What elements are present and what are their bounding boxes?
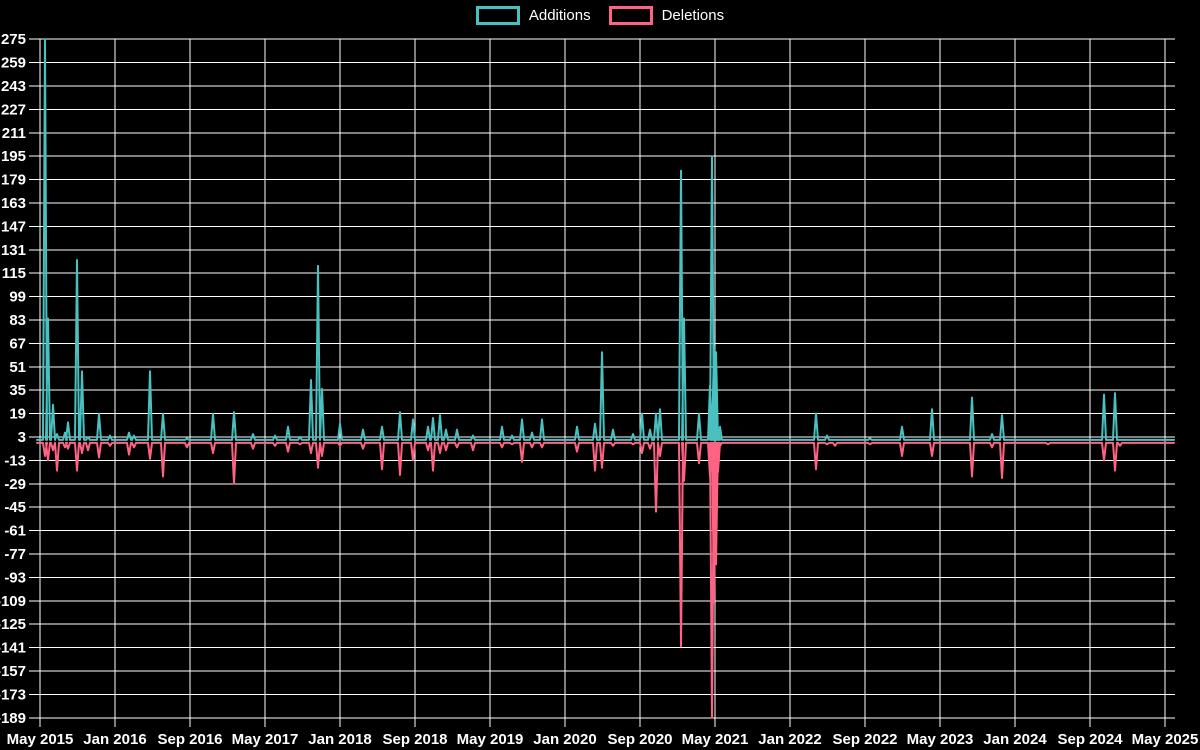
- y-tick-label: -141: [0, 640, 26, 657]
- y-tick-label: 195: [1, 148, 26, 165]
- x-tick-label: Sep 2022: [832, 731, 897, 748]
- x-tick-label: May 2017: [232, 731, 299, 748]
- x-tick-label: Jan 2016: [83, 731, 146, 748]
- y-tick-label: 211: [2, 125, 26, 142]
- legend-item-deletions[interactable]: Deletions: [608, 6, 725, 25]
- chart-legend: Additions Deletions: [0, 6, 1200, 25]
- y-tick-label: -157: [0, 663, 26, 680]
- x-tick-label: Jan 2020: [533, 731, 596, 748]
- x-tick-label: Jan 2024: [983, 731, 1047, 748]
- x-tick-label: May 2023: [907, 731, 974, 748]
- legend-label-deletions: Deletions: [661, 7, 725, 24]
- x-tick-label: Sep 2024: [1057, 731, 1123, 748]
- y-tick-label: 275: [1, 31, 26, 48]
- deletions-swatch-icon: [608, 6, 653, 25]
- x-tick-label: May 2019: [457, 731, 524, 748]
- y-tick-label: 163: [1, 195, 26, 212]
- y-tick-label: 3: [18, 429, 26, 446]
- y-tick-label: 259: [1, 55, 26, 72]
- y-tick-label: -61: [4, 523, 26, 540]
- y-tick-label: -77: [4, 546, 26, 563]
- y-tick-label: 227: [1, 101, 26, 118]
- y-tick-label: 83: [9, 312, 26, 329]
- y-tick-label: 67: [9, 335, 26, 352]
- y-tick-label: 179: [1, 172, 26, 189]
- deletions-line: [36, 441, 1175, 719]
- x-tick-label: May 2015: [7, 731, 74, 748]
- x-tick-label: May 2021: [682, 731, 749, 748]
- x-tick-label: Jan 2022: [758, 731, 821, 748]
- y-tick-label: 99: [9, 289, 26, 306]
- x-tick-label: Sep 2020: [607, 731, 672, 748]
- y-tick-label: 35: [9, 382, 26, 399]
- legend-item-additions[interactable]: Additions: [475, 6, 591, 25]
- y-tick-label: -13: [4, 452, 26, 469]
- x-tick-label: Sep 2018: [382, 731, 447, 748]
- y-tick-label: 51: [9, 359, 26, 376]
- y-tick-label: -109: [0, 593, 26, 610]
- y-tick-label: -45: [4, 499, 26, 516]
- y-tick-label: -93: [4, 569, 26, 586]
- y-tick-label: -29: [4, 476, 26, 493]
- y-tick-label: 243: [1, 78, 26, 95]
- additions-swatch-icon: [475, 6, 520, 25]
- y-tick-label: 147: [1, 218, 26, 235]
- x-tick-label: May 2025: [1132, 731, 1199, 748]
- y-tick-label: 19: [9, 406, 26, 423]
- y-tick-label: -189: [0, 710, 26, 727]
- legend-label-additions: Additions: [528, 7, 591, 24]
- y-tick-label: 115: [2, 265, 26, 282]
- x-tick-label: Sep 2016: [157, 731, 222, 748]
- y-tick-label: -125: [0, 616, 26, 633]
- y-tick-label: 131: [1, 242, 26, 259]
- y-tick-label: -173: [0, 686, 26, 703]
- x-tick-label: Jan 2018: [308, 731, 371, 748]
- additions-line: [36, 38, 1175, 441]
